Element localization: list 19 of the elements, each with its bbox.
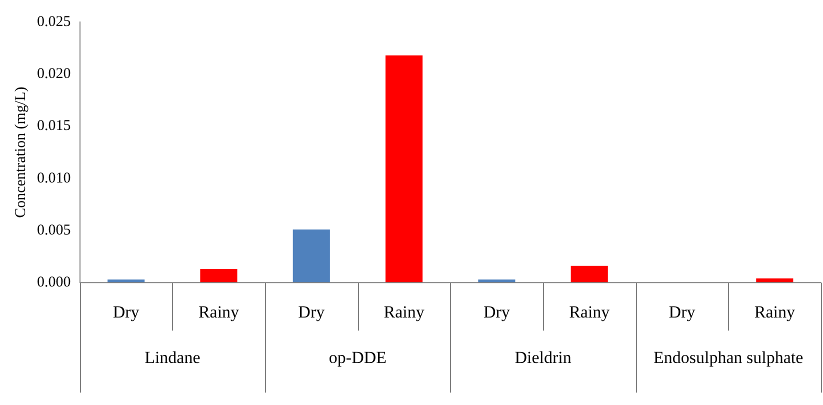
y-tick-label: 0.010 — [37, 170, 71, 186]
x-tick-label: Rainy — [384, 302, 425, 322]
x-tick-label: Dry — [298, 302, 326, 322]
x-tick-label: Rainy — [754, 302, 796, 322]
y-tick-label: 0.005 — [37, 222, 71, 238]
y-tick-label: 0.000 — [37, 274, 71, 291]
text: Lindane — [144, 348, 200, 368]
text: Dieldrin — [514, 348, 572, 368]
y-tick-label: 0.015 — [37, 118, 71, 134]
y-tick-label: 0.025 — [37, 14, 71, 30]
text: op-DDE — [328, 348, 387, 368]
x-tick-label: Dry — [668, 302, 696, 322]
x-tick-label: Rainy — [569, 302, 610, 322]
x-tick-label: Rainy — [198, 302, 240, 322]
x-tick-label: Dry — [483, 302, 510, 322]
text: Endosulphan sulphate — [654, 348, 804, 368]
y-axis-title: Concentration (mg/L) — [12, 86, 29, 218]
y-tick-label: 0.020 — [37, 66, 71, 82]
x-tick-label: Dry — [112, 302, 140, 322]
